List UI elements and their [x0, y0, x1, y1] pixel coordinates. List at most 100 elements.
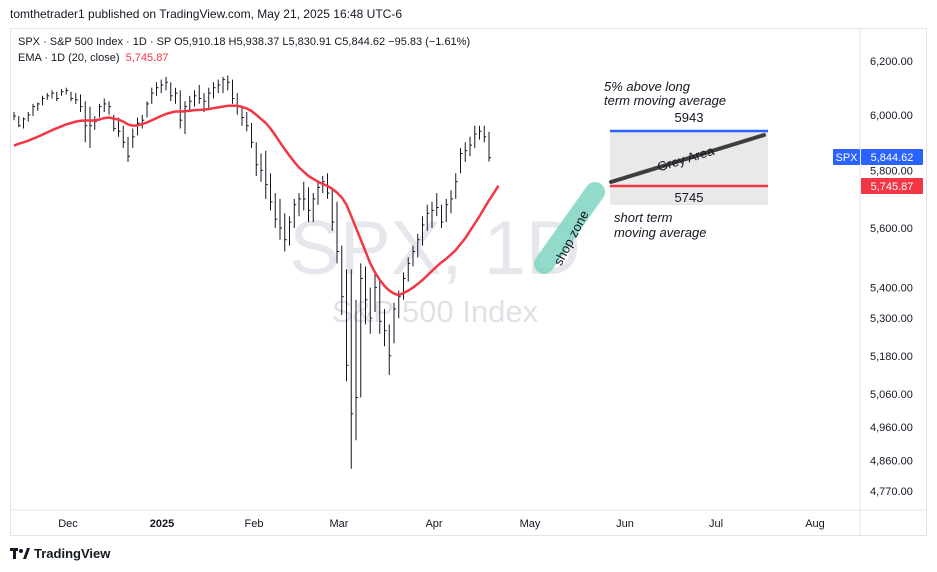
price-bar — [422, 216, 425, 246]
time-tick-label: Jun — [616, 518, 634, 530]
time-axis[interactable]: Dec 2025 Feb Mar Apr May Jun Jul Aug — [58, 518, 825, 530]
price-bar — [94, 116, 97, 130]
price-bar — [198, 85, 202, 104]
price-bar — [293, 198, 297, 228]
price-bar — [274, 193, 278, 228]
price-bar — [232, 79, 235, 104]
time-tick-label: Jul — [709, 518, 723, 530]
last-price-text: 5,844.62 — [871, 152, 914, 164]
price-tick-label: 6,200.00 — [870, 56, 913, 68]
tradingview-footer[interactable]: TradingView — [10, 546, 110, 561]
grey-area-arrow — [609, 133, 766, 184]
price-bar — [360, 263, 363, 398]
price-bar — [170, 82, 173, 102]
ema-price-badge — [861, 178, 923, 194]
published-caption: tomthetrader1 published on TradingView.c… — [10, 7, 403, 21]
price-bar — [51, 90, 54, 99]
price-bar — [122, 125, 126, 148]
price-bar — [436, 193, 439, 217]
price-bar — [56, 91, 59, 102]
price-bar — [113, 114, 116, 132]
price-bar — [374, 272, 377, 312]
price-bar — [284, 213, 287, 252]
last-price-badge — [861, 149, 923, 165]
price-bar — [42, 95, 45, 106]
price-bar — [23, 117, 26, 129]
price-tick-label: 6,000.00 — [870, 110, 913, 122]
price-tick-label: 4,860.00 — [870, 455, 913, 467]
price-bar — [65, 87, 69, 95]
time-tick-label: 2025 — [150, 518, 174, 530]
price-bar — [132, 128, 135, 148]
price-bar — [365, 266, 368, 325]
price-bar — [194, 90, 197, 107]
price-bar — [70, 91, 73, 102]
price-bar — [279, 198, 282, 240]
price-tick-label: 5,600.00 — [870, 223, 913, 235]
price-bar — [270, 173, 273, 211]
price-bar — [341, 245, 344, 316]
time-tick-label: May — [520, 518, 541, 530]
price-bar — [208, 87, 211, 110]
price-bar — [13, 112, 16, 121]
price-bar — [331, 187, 335, 231]
price-bar — [99, 103, 102, 118]
price-bars — [13, 75, 491, 469]
time-tick-label: Feb — [245, 518, 264, 530]
price-bar — [37, 102, 40, 111]
price-bar — [346, 269, 349, 382]
ema-legend: EMA · 1D (20, close) 5,745.87 — [18, 52, 168, 64]
price-bar — [474, 125, 477, 148]
price-bar — [217, 79, 221, 94]
price-bar — [151, 87, 154, 104]
lower-level-label: 5745 — [675, 190, 704, 205]
price-bar — [89, 106, 92, 148]
shop-zone-highlight — [534, 182, 605, 274]
watermark-name: S&P 500 Index — [332, 294, 539, 329]
ema-line — [13, 104, 500, 297]
price-bar — [303, 181, 306, 211]
price-bar — [426, 204, 430, 231]
price-bar — [355, 299, 358, 441]
time-tick-label: Mar — [330, 518, 349, 530]
price-bar — [317, 181, 320, 205]
ema-price-text: 5,745.87 — [871, 181, 914, 193]
above-note-line2: term moving average — [604, 93, 726, 108]
price-bar — [80, 94, 83, 112]
price-bar — [312, 193, 316, 223]
price-bar — [146, 101, 149, 118]
price-bar — [369, 287, 373, 334]
price-bar — [260, 153, 263, 182]
price-bar — [246, 112, 249, 132]
price-bar — [336, 201, 339, 264]
price-bar — [108, 101, 111, 115]
price-bar — [441, 204, 444, 228]
tradingview-brand: TradingView — [34, 546, 111, 561]
price-bar — [236, 93, 240, 115]
ema-line-group — [13, 104, 500, 297]
price-bar — [431, 201, 434, 228]
price-bar — [61, 89, 64, 96]
price-bar — [251, 123, 254, 148]
price-bar — [455, 173, 458, 199]
price-bar — [265, 150, 268, 199]
price-bar — [483, 125, 487, 143]
price-bar — [469, 136, 472, 157]
price-bar — [227, 75, 230, 91]
price-tick-label: 4,960.00 — [870, 422, 913, 434]
above-note-line1: 5% above long — [604, 79, 691, 94]
price-bar — [412, 245, 415, 267]
ema-legend-label: EMA · 1D (20, close) — [18, 52, 120, 64]
price-bar — [75, 93, 78, 104]
price-bar — [179, 90, 183, 129]
price-bar — [255, 142, 259, 176]
tradingview-logo-icon — [10, 547, 30, 560]
price-bar — [464, 142, 468, 162]
ema-legend-value: 5,745.87 — [125, 52, 169, 64]
price-bar — [445, 198, 449, 223]
price-bar — [417, 233, 420, 258]
price-axis[interactable]: 6,200.00 6,000.00 5,800.00 5,600.00 5,400.00… — [870, 56, 913, 498]
price-bar — [222, 76, 225, 94]
price-bar — [384, 309, 387, 347]
